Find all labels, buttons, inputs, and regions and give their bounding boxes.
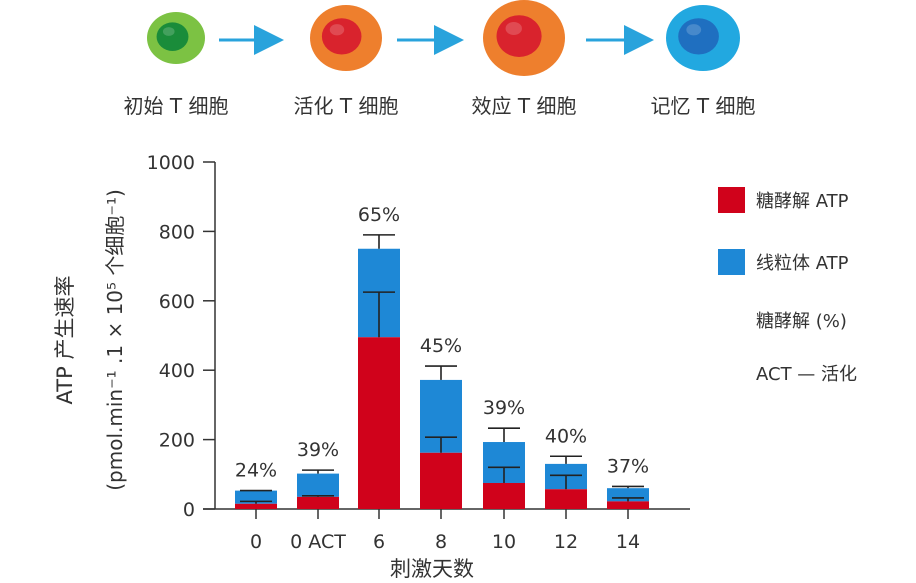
bar-mitochondria xyxy=(297,473,339,497)
x-tick-label: 0 xyxy=(250,531,262,553)
bar-glycolysis xyxy=(358,337,400,509)
bar-glycolysis xyxy=(420,452,462,509)
bar-glycolysis xyxy=(297,496,339,509)
bar-chart: 0 200 400 600 800 1000 0 0 ACT 6 8 10 12 14 24% 39% 6… xyxy=(53,152,690,581)
legend-label-mitochondria: 线粒体 ATP xyxy=(756,253,849,274)
x-axis: 0 0 ACT 6 8 10 12 14 xyxy=(203,508,690,553)
cell-nucleus xyxy=(496,15,542,58)
bar-glycolysis xyxy=(545,489,587,509)
cell-highlight xyxy=(686,24,702,36)
x-tick-label: 6 xyxy=(373,531,385,553)
percent-label: 24% xyxy=(235,460,277,482)
bar-glycolysis xyxy=(483,482,525,509)
y-axis-label-line2: (pmol.min⁻¹ .1 × 10⁵ 个细胞⁻¹) xyxy=(103,189,127,491)
cell-progression-row: 初始 T 细胞 活化 T 细胞 效应 T 细胞 记忆 T 细胞 xyxy=(124,0,756,118)
percent-label: 40% xyxy=(545,425,587,447)
percent-label: 39% xyxy=(483,397,525,419)
x-tick-label: 12 xyxy=(554,531,578,553)
percent-label: 45% xyxy=(420,335,462,357)
y-tick-label: 800 xyxy=(159,221,195,243)
bar-glycolysis xyxy=(607,501,649,509)
y-tick-label: 600 xyxy=(159,291,195,313)
bars xyxy=(235,248,649,509)
y-tick-label: 0 xyxy=(183,499,195,521)
x-tick-label: 10 xyxy=(492,531,516,553)
cell-label: 活化 T 细胞 xyxy=(294,94,399,118)
cell-highlight xyxy=(329,24,345,36)
y-tick-label: 200 xyxy=(159,430,195,452)
y-axis-label-line1: ATP 产生速率 xyxy=(53,276,77,405)
percent-labels: 24% 39% 65% 45% 39% 40% 37% xyxy=(235,204,649,482)
cell-nucleus xyxy=(156,22,189,51)
cell-nucleus xyxy=(321,18,362,55)
cell-3: 记忆 T 细胞 xyxy=(651,5,756,118)
cell-nucleus xyxy=(678,18,719,55)
percent-label: 39% xyxy=(297,439,339,461)
cell-1: 活化 T 细胞 xyxy=(294,5,399,118)
cell-2: 效应 T 细胞 xyxy=(472,0,577,118)
x-axis-label: 刺激天数 xyxy=(390,557,474,581)
y-axis: 0 200 400 600 800 1000 xyxy=(147,152,216,521)
bar-mitochondria xyxy=(235,490,277,504)
legend-note-glycolysis-percent: 糖酵解 (%) xyxy=(756,311,847,332)
y-tick-label: 400 xyxy=(159,360,195,382)
percent-label: 37% xyxy=(607,455,649,477)
cell-0: 初始 T 细胞 xyxy=(124,12,229,118)
cell-highlight xyxy=(162,27,175,36)
cell-label: 效应 T 细胞 xyxy=(472,94,577,118)
cell-highlight xyxy=(505,22,522,35)
x-tick-label: 0 ACT xyxy=(290,531,346,553)
cell-label: 初始 T 细胞 xyxy=(124,94,229,118)
y-tick-label: 1000 xyxy=(147,152,195,174)
cell-label: 记忆 T 细胞 xyxy=(651,94,756,118)
error-bars xyxy=(240,234,644,504)
bar-glycolysis xyxy=(235,503,277,509)
legend-label-glycolysis: 糖酵解 ATP xyxy=(756,191,849,212)
x-tick-label: 14 xyxy=(616,531,640,553)
percent-label: 65% xyxy=(358,204,400,226)
x-tick-label: 8 xyxy=(435,531,447,553)
legend-swatch-glycolysis xyxy=(718,187,745,213)
legend-swatch-mitochondria xyxy=(718,249,745,275)
legend-note-act: ACT — 活化 xyxy=(756,364,857,385)
legend: 糖酵解 ATP 线粒体 ATP 糖酵解 (%) ACT — 活化 xyxy=(718,187,857,385)
